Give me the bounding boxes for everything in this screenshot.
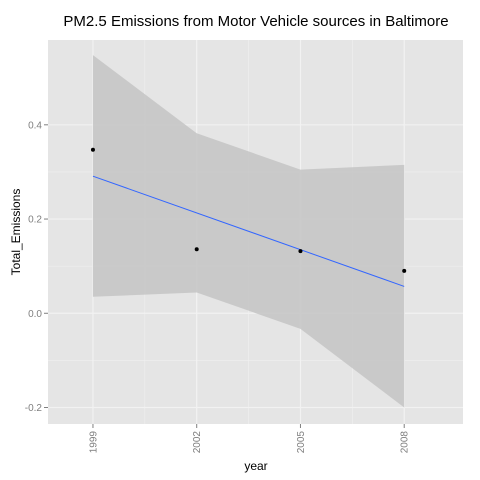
fit-line-layer (92, 175, 405, 287)
y-axis-title: Total_Emissions (9, 189, 23, 276)
y-tick-label: 0.4 (28, 120, 42, 131)
data-point (194, 247, 199, 252)
x-tick-label: 2008 (400, 431, 411, 454)
data-point (90, 147, 95, 152)
x-axis-title: year (244, 459, 267, 473)
chart-title: PM2.5 Emissions from Motor Vehicle sourc… (63, 13, 448, 30)
regression-line (92, 175, 405, 287)
y-tick-label: 0.2 (28, 215, 42, 226)
data-point (298, 249, 303, 254)
data-point (402, 268, 407, 273)
y-tick-label: 0.0 (28, 309, 42, 320)
y-tick-label: -0.2 (25, 403, 43, 414)
x-axis-ticks: 1999 2002 2005 2008 (88, 424, 411, 454)
y-axis-ticks: -0.2 0.0 0.2 0.4 (25, 120, 48, 414)
x-tick-label: 2005 (296, 431, 307, 454)
data-points (90, 147, 407, 273)
x-tick-label: 2002 (192, 431, 203, 454)
x-tick-label: 1999 (88, 431, 99, 454)
